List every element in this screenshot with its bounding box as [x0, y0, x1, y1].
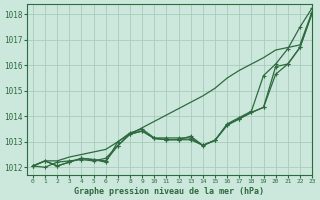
X-axis label: Graphe pression niveau de la mer (hPa): Graphe pression niveau de la mer (hPa): [75, 187, 264, 196]
